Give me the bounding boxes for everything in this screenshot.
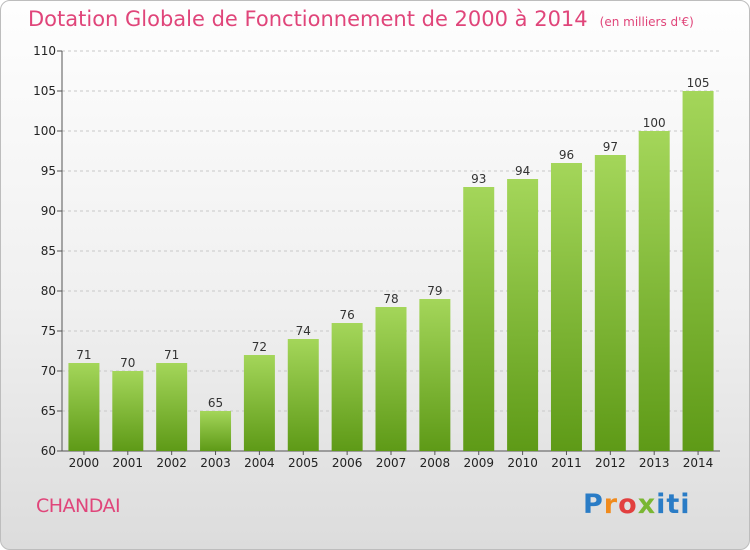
labels: 60 65 70 75 80 85 90 95 100 105 110 71 2000 70 2001 71 2… [33, 44, 713, 470]
chart-title-text: Dotation Globale de Fonctionnement de 20… [28, 7, 588, 31]
data-label-2012: 97 [603, 140, 618, 154]
bar-2011 [550, 163, 582, 451]
bar-2009 [463, 187, 495, 451]
y-tick-label: 65 [41, 404, 56, 418]
x-tick-label-2010: 2010 [507, 456, 538, 470]
x-tick-label-2000: 2000 [69, 456, 100, 470]
x-tick-label-2001: 2001 [113, 456, 144, 470]
y-tick-label: 100 [33, 124, 56, 138]
data-label-2002: 71 [164, 348, 179, 362]
bar-2002 [156, 363, 188, 451]
data-label-2000: 71 [76, 348, 91, 362]
bar-2004 [243, 355, 275, 451]
x-tick-label-2007: 2007 [376, 456, 407, 470]
y-tick-label: 90 [41, 204, 56, 218]
data-label-2003: 65 [208, 396, 223, 410]
x-tick-label-2013: 2013 [639, 456, 670, 470]
data-label-2013: 100 [643, 116, 666, 130]
data-label-2008: 79 [427, 284, 442, 298]
bar-2007 [375, 307, 407, 451]
x-tick-label-2014: 2014 [683, 456, 714, 470]
bar-2014 [682, 91, 714, 451]
y-tick-label: 60 [41, 444, 56, 458]
chart-title: Dotation Globale de Fonctionnement de 20… [28, 7, 694, 31]
x-tick-label-2008: 2008 [420, 456, 451, 470]
data-label-2005: 74 [296, 324, 311, 338]
x-tick-label-2003: 2003 [200, 456, 231, 470]
unit-note: (en milliers d'€) [599, 15, 694, 29]
y-tick-label: 75 [41, 324, 56, 338]
x-tick-label-2004: 2004 [244, 456, 275, 470]
data-label-2007: 78 [383, 292, 398, 306]
x-tick-label-2012: 2012 [595, 456, 626, 470]
bar-2003 [200, 411, 232, 451]
bars [68, 91, 714, 451]
bar-2001 [112, 371, 144, 451]
x-tick-label-2009: 2009 [463, 456, 494, 470]
y-tick-label: 80 [41, 284, 56, 298]
y-tick-label: 70 [41, 364, 56, 378]
data-label-2010: 94 [515, 164, 530, 178]
bar-2005 [287, 339, 319, 451]
bar-2000 [68, 363, 100, 451]
x-tick-label-2006: 2006 [332, 456, 363, 470]
data-label-2011: 96 [559, 148, 574, 162]
data-label-2001: 70 [120, 356, 135, 370]
y-tick-label: 105 [33, 84, 56, 98]
bar-2013 [638, 131, 670, 451]
bar-2012 [594, 155, 626, 451]
y-tick-label: 85 [41, 244, 56, 258]
data-label-2006: 76 [339, 308, 354, 322]
bar-2008 [419, 299, 451, 451]
y-tick-label: 95 [41, 164, 56, 178]
town-name: CHANDAI [36, 495, 121, 517]
x-tick-label-2011: 2011 [551, 456, 582, 470]
bar-2010 [507, 179, 539, 451]
y-tick-label: 110 [33, 44, 56, 58]
data-label-2009: 93 [471, 172, 486, 186]
x-tick-label-2002: 2002 [156, 456, 187, 470]
bar-2006 [331, 323, 363, 451]
data-label-2014: 105 [687, 76, 710, 90]
data-label-2004: 72 [252, 340, 267, 354]
proxiti-logo: Proxiti [583, 489, 691, 520]
x-tick-label-2005: 2005 [288, 456, 319, 470]
